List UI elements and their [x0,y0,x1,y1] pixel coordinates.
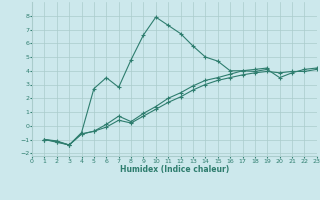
X-axis label: Humidex (Indice chaleur): Humidex (Indice chaleur) [120,165,229,174]
